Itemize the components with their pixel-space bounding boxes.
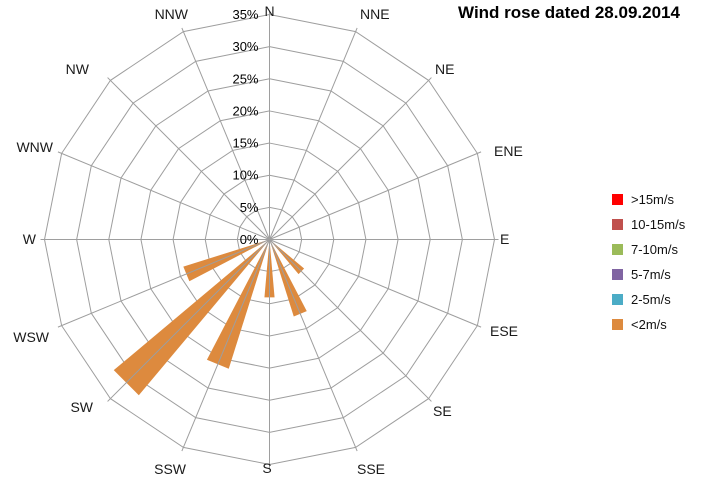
direction-label-N: N	[264, 3, 274, 19]
legend-swatch-gt15	[612, 193, 623, 205]
radial-tick-label: 10%	[232, 168, 258, 183]
spoke-line	[181, 27, 270, 240]
direction-label-SW: SW	[70, 399, 93, 415]
direction-label-WSW: WSW	[13, 329, 50, 345]
spoke-line	[107, 77, 270, 240]
legend-item: >15m/s	[612, 192, 674, 206]
radial-tick-label: 15%	[232, 136, 258, 151]
legend-item: 5-7m/s	[612, 267, 671, 281]
legend-item: <2m/s	[612, 317, 667, 331]
direction-label-ESE: ESE	[490, 323, 518, 339]
direction-label-SE: SE	[433, 403, 452, 419]
legend-item: 2-5m/s	[612, 292, 671, 306]
radial-tick-label: 25%	[232, 71, 258, 86]
legend-label: 7-10m/s	[631, 241, 678, 257]
spoke-line	[269, 239, 358, 452]
legend-swatch-7-10	[612, 243, 623, 255]
legend-item: 10-15m/s	[612, 217, 685, 231]
spoke-line	[181, 239, 270, 452]
direction-label-SSE: SSE	[357, 461, 385, 477]
direction-label-WNW: WNW	[16, 139, 53, 155]
spoke-line	[269, 151, 482, 240]
spoke-line	[269, 239, 432, 402]
legend-label: 10-15m/s	[631, 216, 686, 232]
direction-label-NNE: NNE	[360, 6, 390, 22]
chart-title: Wind rose dated 28.09.2014	[458, 3, 680, 22]
wind-petal-SSE	[269, 239, 307, 317]
wind-petal-SSW	[206, 239, 270, 369]
radial-tick-label: 30%	[232, 39, 258, 54]
legend-label: 2-5m/s	[631, 291, 671, 307]
spoke-line	[269, 77, 432, 240]
legend-swatch-lt2	[612, 318, 623, 330]
spoke-line	[269, 27, 358, 240]
spoke-line	[269, 239, 482, 328]
direction-label-NW: NW	[66, 61, 90, 77]
direction-label-W: W	[23, 231, 37, 247]
legend-label: >15m/s	[631, 191, 674, 207]
legend-swatch-10-15	[612, 218, 623, 230]
direction-label-NNW: NNW	[155, 6, 189, 22]
legend-swatch-5-7	[612, 268, 623, 280]
radial-tick-label: 35%	[232, 7, 258, 22]
spoke-line	[57, 239, 270, 328]
spoke-line	[57, 151, 270, 240]
direction-label-SSW: SSW	[154, 461, 187, 477]
direction-label-ENE: ENE	[494, 143, 523, 159]
legend-swatch-2-5	[612, 293, 623, 305]
radial-tick-label: 20%	[232, 103, 258, 118]
wind-petal-WSW	[183, 239, 270, 282]
spoke-line	[107, 239, 270, 402]
radial-tick-label: 0%	[240, 232, 259, 247]
direction-label-NE: NE	[435, 61, 454, 77]
direction-label-E: E	[500, 231, 509, 247]
legend-label: 5-7m/s	[631, 266, 671, 282]
direction-label-S: S	[262, 460, 271, 476]
legend-item: 7-10m/s	[612, 242, 678, 256]
radial-tick-label: 5%	[240, 200, 259, 215]
legend-label: <2m/s	[631, 316, 667, 332]
